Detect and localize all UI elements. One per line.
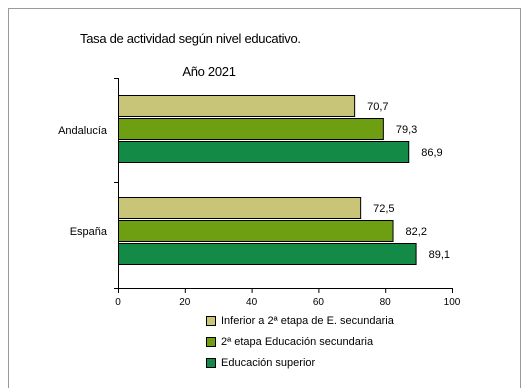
legend-swatch-inferior <box>206 315 216 326</box>
x-tick-label-0: 0 <box>115 297 121 308</box>
data-label-1-1: 82,2 <box>406 226 427 238</box>
chart-title: Tasa de actividad según nivel educativo. <box>80 31 301 46</box>
legend: Inferior a 2ª etapa de E. secundaria 2ª … <box>206 310 394 373</box>
bar-0-1 <box>118 118 384 140</box>
data-label-1-0: 72,5 <box>373 203 394 215</box>
legend-item-inferior: Inferior a 2ª etapa de E. secundaria <box>206 310 394 331</box>
x-tick-label-40: 40 <box>246 297 258 308</box>
legend-item-secundaria: 2ª etapa Educación secundaria <box>206 331 394 352</box>
category-label-1: España <box>70 226 108 238</box>
chart-frame <box>8 8 521 388</box>
data-label-1-2: 89,1 <box>429 249 450 261</box>
legend-swatch-superior <box>206 357 216 368</box>
data-label-0-1: 79,3 <box>396 124 417 136</box>
legend-label-secundaria: 2ª etapa Educación secundaria <box>221 335 374 348</box>
x-tick-label-60: 60 <box>313 297 325 308</box>
bar-1-0 <box>118 197 362 219</box>
bar-1-2 <box>118 243 417 265</box>
chart-subtitle: Año 2021 <box>182 64 236 79</box>
x-tick-label-80: 80 <box>380 297 392 308</box>
data-label-0-0: 70,7 <box>367 101 388 113</box>
category-label-0: Andalucía <box>58 125 108 137</box>
bar-0-0 <box>118 95 356 117</box>
legend-label-superior: Educación superior <box>221 356 316 369</box>
x-tick-label-100: 100 <box>444 297 461 308</box>
x-tick-label-20: 20 <box>179 297 191 308</box>
bar-chart: 0 20 40 60 80 100 Andalucía España 70,7 79,3 86,9 7… <box>58 78 461 308</box>
legend-swatch-secundaria <box>206 336 216 347</box>
data-label-0-2: 86,9 <box>421 147 442 159</box>
legend-label-inferior: Inferior a 2ª etapa de E. secundaria <box>221 314 394 327</box>
bar-1-1 <box>118 220 394 242</box>
bar-0-2 <box>118 141 410 163</box>
legend-item-superior: Educación superior <box>206 352 394 373</box>
